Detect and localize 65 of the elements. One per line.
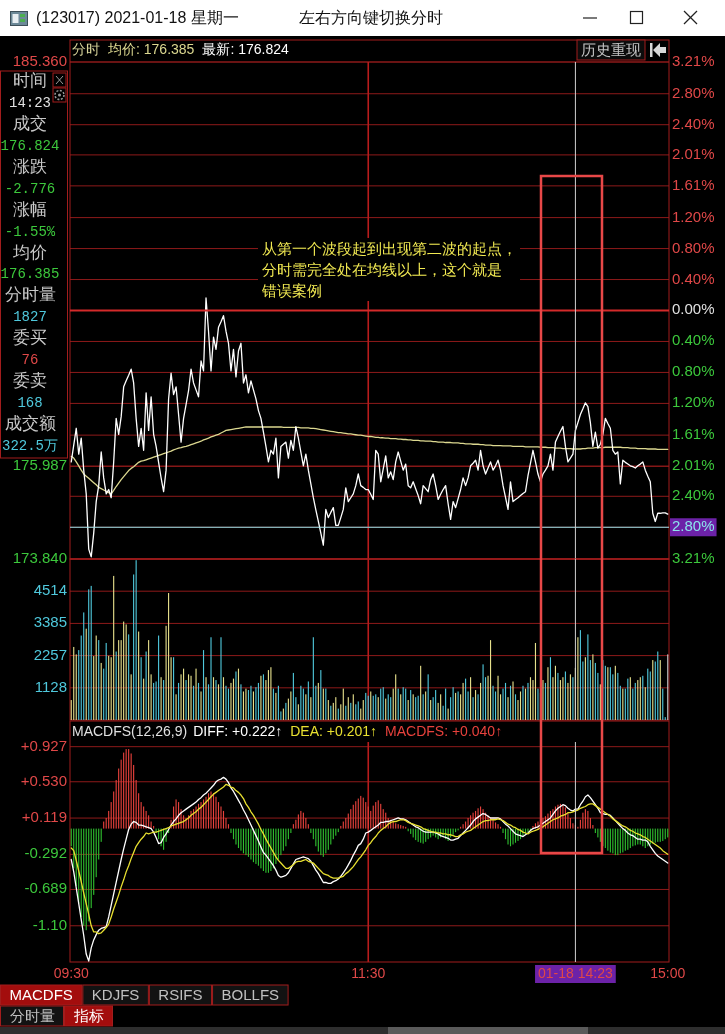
text: 分时量: [4, 285, 56, 305]
tab: RSIFS: [148, 984, 213, 1006]
y2-tick-label: 0.80%: [672, 238, 715, 256]
y3-tick-label: 0.40%: [672, 331, 715, 349]
y-tick-label: 185.360: [12, 51, 67, 69]
y-tick-label: +0.530: [20, 771, 67, 789]
text: 时间: [13, 71, 47, 91]
y-tick-label: +0.927: [20, 736, 67, 754]
y-tick-label: 4514: [33, 581, 67, 599]
text: 涨幅: [13, 199, 47, 219]
chart-title: MACDFS(12,26,9): [72, 722, 188, 739]
text: -2.776: [4, 180, 56, 197]
text: 均价: [12, 242, 47, 262]
y2-tick-label: 0.00%: [672, 300, 715, 318]
y-tick-label: +0.119: [21, 808, 67, 826]
text: -1.55%: [4, 223, 56, 240]
tab: MACDFS: [0, 984, 83, 1006]
text: 176.824: [0, 137, 60, 154]
tab: BOLLFS: [212, 984, 289, 1006]
y3-tick-label: 3.21%: [672, 548, 715, 566]
y-tick-label: -0.292: [24, 844, 67, 862]
y-tick-label: 173.840: [12, 548, 67, 566]
x-tick-label: 09:30: [53, 964, 89, 981]
y3-tick-label: 1.61%: [672, 425, 715, 443]
tab: 指标: [64, 1005, 113, 1027]
y2-tick-label: 1.61%: [672, 175, 715, 193]
y2-tick-label: 2.40%: [672, 114, 715, 132]
tab: KDJFS: [82, 984, 149, 1006]
y3-tick-label: 2.40%: [672, 486, 715, 504]
text: 涨跌: [13, 157, 47, 177]
x-tick-label: 11:30: [351, 964, 386, 981]
y2-tick-label: 2.80%: [672, 83, 715, 101]
legend: DIFF: +0.222↑ DEA: +0.201↑ MACDFS: +0.040↑: [193, 722, 503, 739]
y2-tick-label: 0.40%: [672, 269, 715, 287]
x-tick-label: 01-18 14:23: [538, 964, 613, 981]
x-tick-label: 15:00: [650, 964, 686, 981]
legend: 分时 均价: 176.385 最新: 176.824: [72, 40, 289, 57]
y3-tick-label: 2.80%: [672, 517, 715, 535]
y-tick-label: 2257: [33, 645, 67, 663]
text: 322.5万: [1, 437, 59, 454]
y-tick-label: 1128: [34, 677, 67, 695]
text: 176.385: [0, 266, 60, 283]
y2-tick-label: 1.20%: [672, 207, 715, 225]
annotation: 从第一个波段起到出现第二波的起点，分时需完全处在均线以上，这个就是错误案例: [261, 239, 517, 299]
text: 成交额: [4, 413, 56, 433]
y-tick-label: -1.10: [32, 915, 67, 933]
y2-tick-label: 2.01%: [672, 144, 715, 162]
y-tick-label: -0.689: [24, 879, 67, 897]
chart-subtitle: 左右方向键切换分时: [298, 9, 443, 27]
y3-tick-label: 2.01%: [672, 456, 715, 474]
y3-tick-label: 0.80%: [672, 362, 715, 380]
text: 14:23: [8, 95, 52, 112]
y2-tick-label: 3.21%: [672, 51, 715, 69]
text: 1827: [13, 309, 47, 326]
y3-tick-label: 1.20%: [672, 393, 715, 411]
tab: 分时量: [0, 1005, 64, 1027]
y-tick-label: 3385: [33, 613, 67, 631]
y-tick-label: 175.987: [12, 456, 67, 474]
text: 76: [21, 351, 39, 368]
text: 委买: [13, 328, 47, 348]
text: 成交: [13, 114, 47, 134]
button: 历史重现: [576, 39, 646, 61]
text: 委卖: [13, 371, 47, 391]
text: 168: [17, 394, 43, 411]
chart-title: (123017) 2021-01-18 星期一: [36, 9, 239, 27]
